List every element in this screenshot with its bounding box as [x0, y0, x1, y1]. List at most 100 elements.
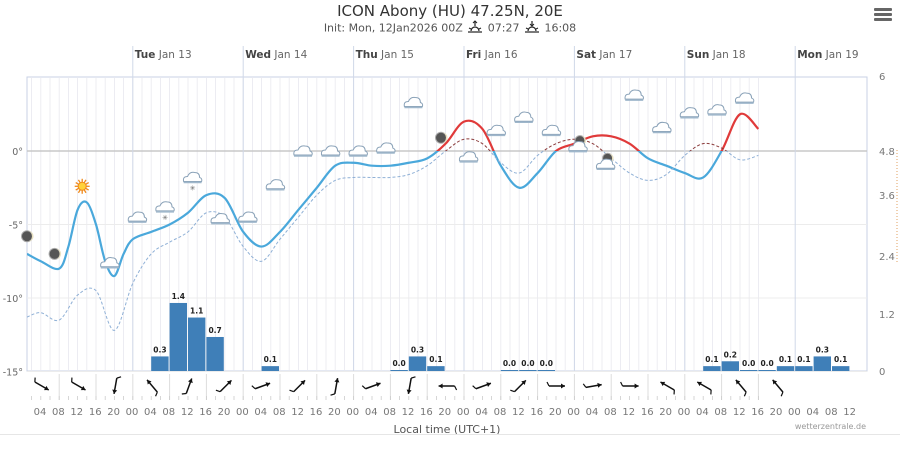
moon-crescent — [608, 153, 614, 164]
precipitation-value-label: 1.1 — [190, 307, 203, 316]
wind-arrow-icon — [438, 383, 458, 391]
x-axis-tick-label: 20 — [218, 407, 231, 418]
cloud-shape — [238, 211, 258, 222]
moon-crescent — [441, 132, 448, 144]
precipitation-value-label: 0.1 — [264, 355, 277, 364]
wind-barb — [251, 385, 256, 390]
precipitation-bar — [519, 370, 537, 371]
day-date: Jan 18 — [709, 49, 745, 61]
cloud-icon — [238, 211, 258, 223]
wind-arrowhead — [772, 379, 778, 385]
wind-arrowhead — [226, 380, 232, 385]
x-axis-tick-label: 04 — [254, 407, 267, 418]
precipitation-bar — [776, 366, 795, 371]
wind-arrow-icon — [112, 376, 122, 395]
left-axis: 0° -5° -10° -15° — [3, 147, 23, 379]
chart-subtitle: Init: Mon, 12Jan2026 00Z 07:27 16:08 — [0, 20, 900, 37]
wind-arrow-icon — [510, 379, 527, 393]
cloud-shape — [568, 140, 588, 152]
wind-arrowhead — [486, 382, 491, 387]
precipitation-value-label: 0.3 — [411, 345, 424, 354]
cloud-icon — [127, 211, 148, 223]
day-date: Jan 14 — [271, 49, 308, 61]
wind-arrow-icon — [181, 378, 193, 395]
precipitation-value-label: 0.0 — [742, 359, 755, 368]
day-date: Jan 13 — [155, 49, 191, 61]
day-label: Thu Jan 15 — [356, 49, 414, 61]
precipitation-bar — [703, 366, 721, 371]
cloud-shape — [348, 145, 368, 156]
day-date: Jan 16 — [481, 49, 518, 61]
cloud-shape — [210, 212, 230, 224]
sunset-icon — [524, 20, 539, 37]
wind-arrowhead — [147, 379, 152, 385]
x-axis-tick-label: 08 — [273, 407, 286, 418]
wind-arrowhead — [634, 383, 639, 389]
cloud-shape — [679, 107, 700, 118]
day-name: Sat — [576, 49, 596, 61]
wind-arrow-icon — [406, 376, 416, 395]
cloud-icon — [679, 107, 700, 119]
cloud-icon — [320, 145, 341, 157]
wind-barb — [116, 376, 122, 379]
grid — [26, 76, 868, 372]
precipitation-bar — [261, 366, 279, 371]
precipitation-bar — [813, 356, 831, 371]
wind-arrowhead — [660, 381, 666, 387]
credit-label[interactable]: wetterzentrale.de — [795, 422, 866, 431]
moon-crescent — [28, 230, 34, 242]
cloud-icon — [376, 142, 396, 154]
wind-barb — [743, 391, 747, 397]
x-axis-tick-label: 20 — [107, 407, 120, 418]
day-name: Sun — [687, 49, 710, 61]
precipitation-value-label: 0.3 — [153, 345, 166, 354]
hamburger-menu-icon[interactable] — [874, 8, 892, 24]
cloud-shape — [403, 96, 424, 107]
wind-arrowhead — [438, 383, 443, 389]
cloud-shape — [707, 104, 727, 115]
wind-arrow-icon — [251, 382, 271, 390]
moon-disc — [435, 131, 447, 144]
x-axis-tick-label: 16 — [89, 407, 102, 418]
cloud-icon — [541, 124, 562, 137]
wind-arrow-icon — [34, 377, 50, 391]
day-label: Wed Jan 14 — [245, 49, 307, 61]
sun-icon — [74, 178, 90, 194]
cloud-shape — [486, 124, 506, 135]
right-axis-tick: 6 — [879, 72, 885, 83]
sun-ray — [85, 187, 90, 191]
precipitation-value-label: 0.0 — [540, 359, 553, 368]
wind-row-background — [27, 374, 867, 400]
left-axis-tick: -10° — [3, 294, 23, 305]
cloud-shape — [514, 111, 534, 122]
x-axis-tick-label: 20 — [328, 407, 341, 418]
moon-icon — [48, 247, 62, 260]
x-axis-tick-label: 00 — [678, 407, 691, 418]
cloud-shape — [155, 201, 175, 212]
x-axis-tick-label: 20 — [659, 407, 672, 418]
x-axis-tick-label: 00 — [788, 407, 801, 418]
cloud-shape — [595, 158, 616, 169]
day-name: Thu — [356, 49, 378, 61]
x-axis-tick-label: 16 — [530, 407, 543, 418]
cloud-shape — [541, 124, 562, 135]
wind-arrowhead — [334, 378, 340, 383]
wind-arrow-icon — [772, 379, 784, 397]
precipitation-value-label: 0.0 — [760, 359, 773, 368]
cloud-shape — [458, 151, 479, 162]
precipitation-value-label: 0.1 — [429, 355, 442, 364]
x-axis-tick-label: 00 — [236, 407, 249, 418]
day-label: Fri Jan 16 — [466, 49, 518, 61]
precipitation-value-label: 0.0 — [392, 359, 405, 368]
cloud-icon — [707, 104, 727, 116]
sun-ray — [83, 179, 87, 184]
x-axis-ticks: 04 08 12 16 20 00 04 08 12 16 20 00 04 08 12 16 20 00 04 08… — [34, 407, 856, 418]
x-axis-tick-label: 00 — [457, 407, 470, 418]
precipitation-value-label: 0.1 — [779, 355, 792, 364]
precipitation-bar — [500, 370, 519, 371]
weather-icons: ✳✳ — [21, 89, 755, 269]
day-name: Wed — [245, 49, 271, 61]
cloud-shape — [265, 179, 286, 190]
x-axis-tick-label: 12 — [181, 407, 194, 418]
wind-arrowhead — [265, 382, 271, 387]
